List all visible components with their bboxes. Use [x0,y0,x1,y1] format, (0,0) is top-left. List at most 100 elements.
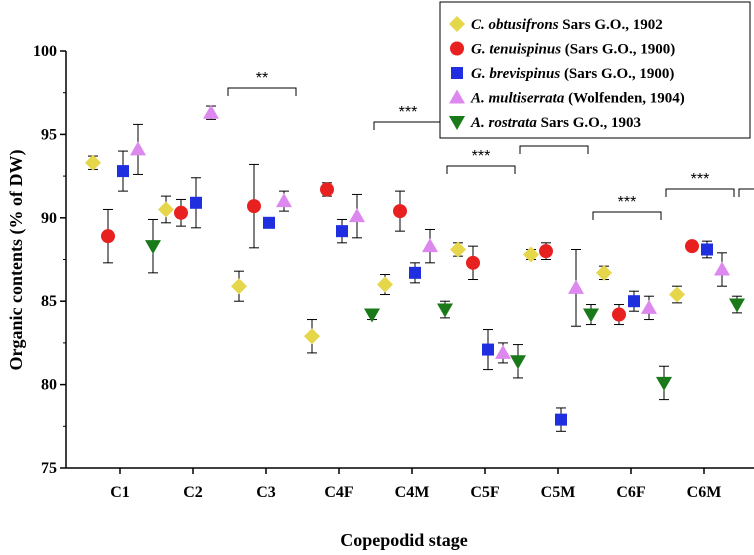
significance-label: *** [399,104,418,121]
legend-species-name: C. obtusifrons [471,17,559,33]
axes: 75 80 85 90 95 100 C1 C2 C3 C4F C4M C5F C5M C6F C6M [33,43,754,501]
data-point [628,295,640,308]
legend-species-name: G. brevispinus [471,66,560,82]
legend-box [439,1,751,139]
data-point [158,201,174,218]
data-point [555,413,567,426]
data-point [203,104,219,119]
data-point [596,264,612,281]
data-point [231,278,247,295]
legend-species-name: A. multiserrata [470,91,565,107]
y-tick-label: 85 [41,293,57,310]
data-point [377,276,393,293]
data-point [669,286,685,303]
data-point [685,239,699,254]
data-point [349,208,365,223]
y-axis-label: Organic contents (% of DW) [6,150,27,371]
data-point [409,266,421,279]
significance-label: ** [256,70,268,87]
data-point [304,328,320,345]
data-point [495,344,511,359]
y-tick-label: 100 [33,43,57,60]
significance-bracket [373,121,443,130]
data-point [320,182,334,197]
x-tick-label: C4F [324,484,354,501]
legend-authority: Sars G.O., 1903 [537,115,641,131]
legend-entry: G. tenuispinus (Sars G.O., 1900) [471,42,675,58]
data-point [583,308,599,323]
data-point [641,299,657,314]
x-tick-label: C6F [616,484,646,501]
legend-marker [450,41,464,56]
x-tick-label: C1 [110,484,130,501]
x-tick-label: C2 [183,484,203,501]
legend-authority: (Sars G.O., 1900) [560,66,674,82]
series-circle [101,163,699,326]
data-point [364,308,380,323]
legend-entry: A. multiserrata (Wolfenden, 1904) [470,91,685,107]
data-point [101,229,115,244]
data-point [437,303,453,318]
legend-authority: (Wolfenden, 1904) [564,91,684,107]
legend-marker [449,89,465,104]
significance-bracket [592,211,662,220]
y-tick-label: 90 [41,210,57,227]
y-tick-label: 75 [41,460,57,477]
x-tick-label: C6M [687,484,722,501]
legend-marker [451,67,463,79]
data-point [190,196,202,209]
legend-species-name: G. tenuispinus [471,42,561,58]
data-point [466,255,480,270]
legend-marker [449,116,465,130]
legend-authority: (Sars G.O., 1900) [561,42,675,58]
data-point [393,204,407,219]
data-point [336,225,348,238]
legend: C. obtusifrons Sars G.O., 1902 G. tenuisp… [439,1,751,139]
data-point [263,216,275,229]
significance-bracket [519,145,589,154]
data-point [612,307,626,322]
data-point [714,261,730,276]
x-tick-label: C5F [470,484,500,501]
data-point [422,238,438,253]
data-point [568,279,584,294]
data-point [247,199,261,214]
significance-label: *** [472,148,491,165]
data-point [482,343,494,356]
significance-bracket [665,188,735,197]
data-point [85,154,101,171]
data-point [701,243,713,256]
series-diamond [85,154,685,354]
legend-authority: Sars G.O., 1902 [559,17,663,33]
data-point [145,240,161,255]
data-point [523,246,539,263]
series-square [117,150,713,432]
legend-marker [449,16,465,32]
data-point [117,165,129,178]
data-point [450,241,466,258]
x-tick-label: C5M [541,484,576,501]
data-point [510,355,526,370]
series-triangle-down [145,218,745,401]
series-triangle-up [130,104,730,364]
significance-label: *** [618,194,637,211]
x-tick-label: C4M [395,484,430,501]
x-axis-label: Copepodid stage [340,530,468,550]
data-point [729,298,745,313]
data-point [539,244,553,259]
significance-label: *** [691,171,710,188]
data-point [276,193,292,208]
data-points [85,104,745,432]
data-point [130,141,146,156]
significance-bracket [227,87,297,96]
data-point [656,376,672,391]
x-tick-label: C3 [256,484,276,501]
legend-species-name: A. rostrata [470,115,537,131]
significance-bracket [738,188,754,197]
significance-bracket [446,165,516,174]
y-tick-label: 95 [41,126,57,143]
y-tick-label: 80 [41,377,57,394]
legend-entry: C. obtusifrons Sars G.O., 1902 [471,17,663,33]
legend-entry: G. brevispinus (Sars G.O., 1900) [471,66,674,82]
